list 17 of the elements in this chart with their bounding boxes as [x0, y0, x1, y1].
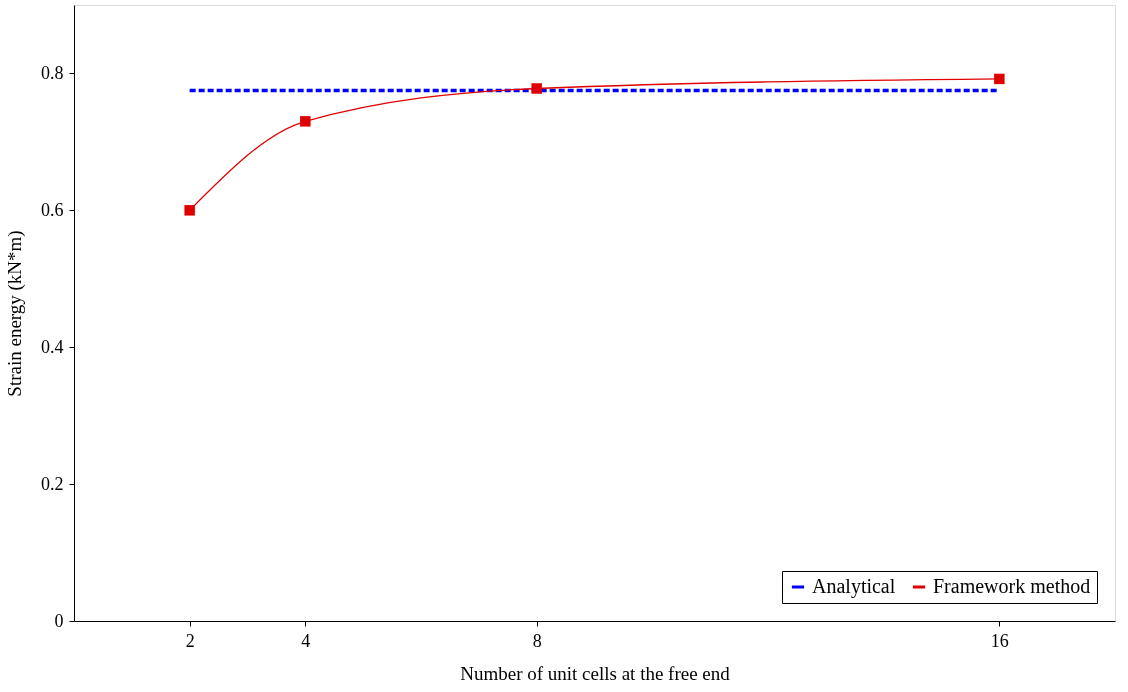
point [300, 116, 311, 127]
y-tick-label: 0.2 [41, 473, 64, 494]
y-tick-label: 0.4 [41, 336, 64, 357]
legend-label: Analytical [812, 575, 896, 598]
x-tick-label: 8 [532, 630, 542, 651]
point [994, 73, 1005, 85]
point [531, 83, 542, 94]
x-tick-label: 4 [301, 630, 311, 651]
x-tick-label: 16 [990, 630, 1009, 651]
y-tick-label: 0.6 [41, 199, 64, 220]
point [184, 205, 195, 216]
x-axis-title: Number of unit cells at the free end [460, 662, 731, 684]
legend-label: Framework method [933, 575, 1091, 597]
y-axis-title: Strain energy (kN*m) [4, 230, 26, 397]
y-tick-label: 0.8 [41, 62, 64, 83]
x-tick-label: 2 [185, 630, 195, 651]
y-tick-label: 0 [54, 610, 64, 631]
